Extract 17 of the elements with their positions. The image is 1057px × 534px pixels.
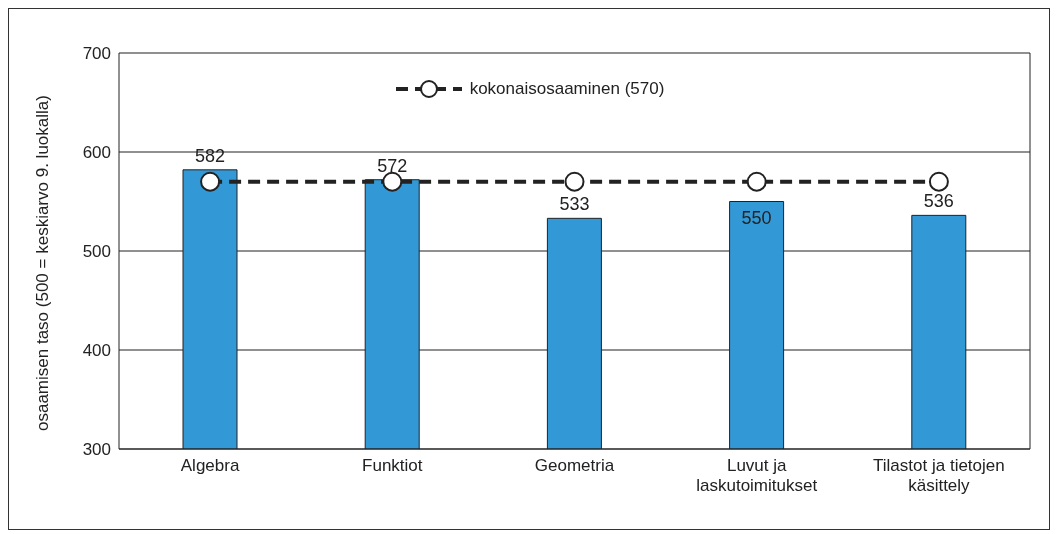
legend-label: kokonaisosaaminen (570) (469, 79, 665, 99)
data-label: 582 (194, 145, 226, 166)
x-tick-label: Geometria (534, 456, 615, 475)
y-tick-label: 700 (82, 44, 111, 64)
x-tick-label: Funktiot (362, 456, 423, 475)
x-tick-label: Luvut ja laskutoimitukset (696, 456, 818, 495)
data-label: 533 (559, 194, 590, 215)
y-tick-label: 500 (82, 242, 111, 262)
y-tick-label: 300 (82, 440, 111, 460)
y-axis-title: osaamisen taso (500 = keskiarvo 9. luokalla) (33, 95, 53, 431)
data-label: 572 (377, 155, 408, 176)
x-tick-label: Tilastot ja tietojen käsittely (873, 456, 1005, 495)
y-tick-label: 600 (82, 143, 111, 163)
y-tick-label: 400 (82, 341, 111, 361)
data-label: 550 (741, 207, 772, 228)
data-label: 536 (923, 191, 954, 212)
x-tick-label: Algebra (180, 456, 240, 475)
